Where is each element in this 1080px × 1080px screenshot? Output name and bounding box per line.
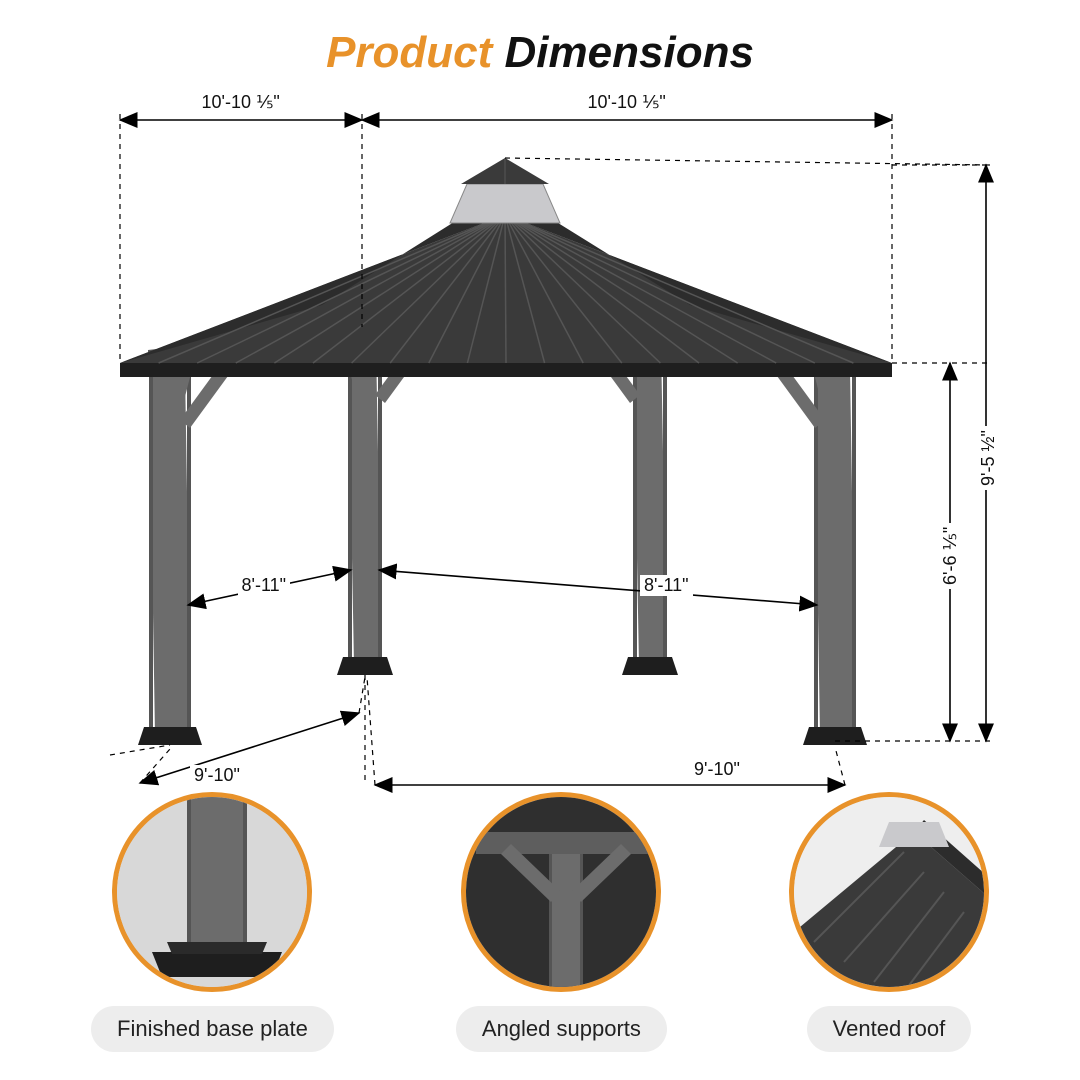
dim-inner-right: 8'-11" — [640, 575, 693, 596]
angled-supports-icon — [466, 792, 656, 992]
feature-label: Vented roof — [807, 1006, 972, 1052]
feature-base-plate: Finished base plate — [91, 792, 334, 1052]
dim-top-left: 10'-10 ⅕" — [198, 92, 284, 113]
product-diagram — [0, 95, 1080, 795]
title-accent: Product — [326, 28, 492, 77]
diagram-stage: 10'-10 ⅕" 10'-10 ⅕" 8'-11" 8'-11" 9'-10"… — [0, 95, 1080, 795]
feature-vented-roof: Vented roof — [789, 792, 989, 1052]
vented-roof-icon — [794, 792, 984, 992]
feature-circle — [112, 792, 312, 992]
features-row: Finished base plate Angled supports — [0, 792, 1080, 1052]
feature-angled-supports: Angled supports — [456, 792, 667, 1052]
dim-top-right: 10'-10 ⅕" — [584, 92, 670, 113]
dim-inner-left: 8'-11" — [238, 575, 291, 596]
dim-height-inner: 6'-6 ⅕" — [940, 523, 961, 589]
feature-label: Finished base plate — [91, 1006, 334, 1052]
feature-circle — [461, 792, 661, 992]
page-title: Product Dimensions — [0, 0, 1080, 78]
base-plate-icon — [117, 792, 307, 992]
dim-height-outer: 9'-5 ½" — [978, 426, 999, 490]
title-rest: Dimensions — [505, 28, 754, 77]
dim-bottom-left: 9'-10" — [190, 765, 244, 786]
feature-circle — [789, 792, 989, 992]
feature-label: Angled supports — [456, 1006, 667, 1052]
dim-bottom-right: 9'-10" — [690, 759, 744, 780]
